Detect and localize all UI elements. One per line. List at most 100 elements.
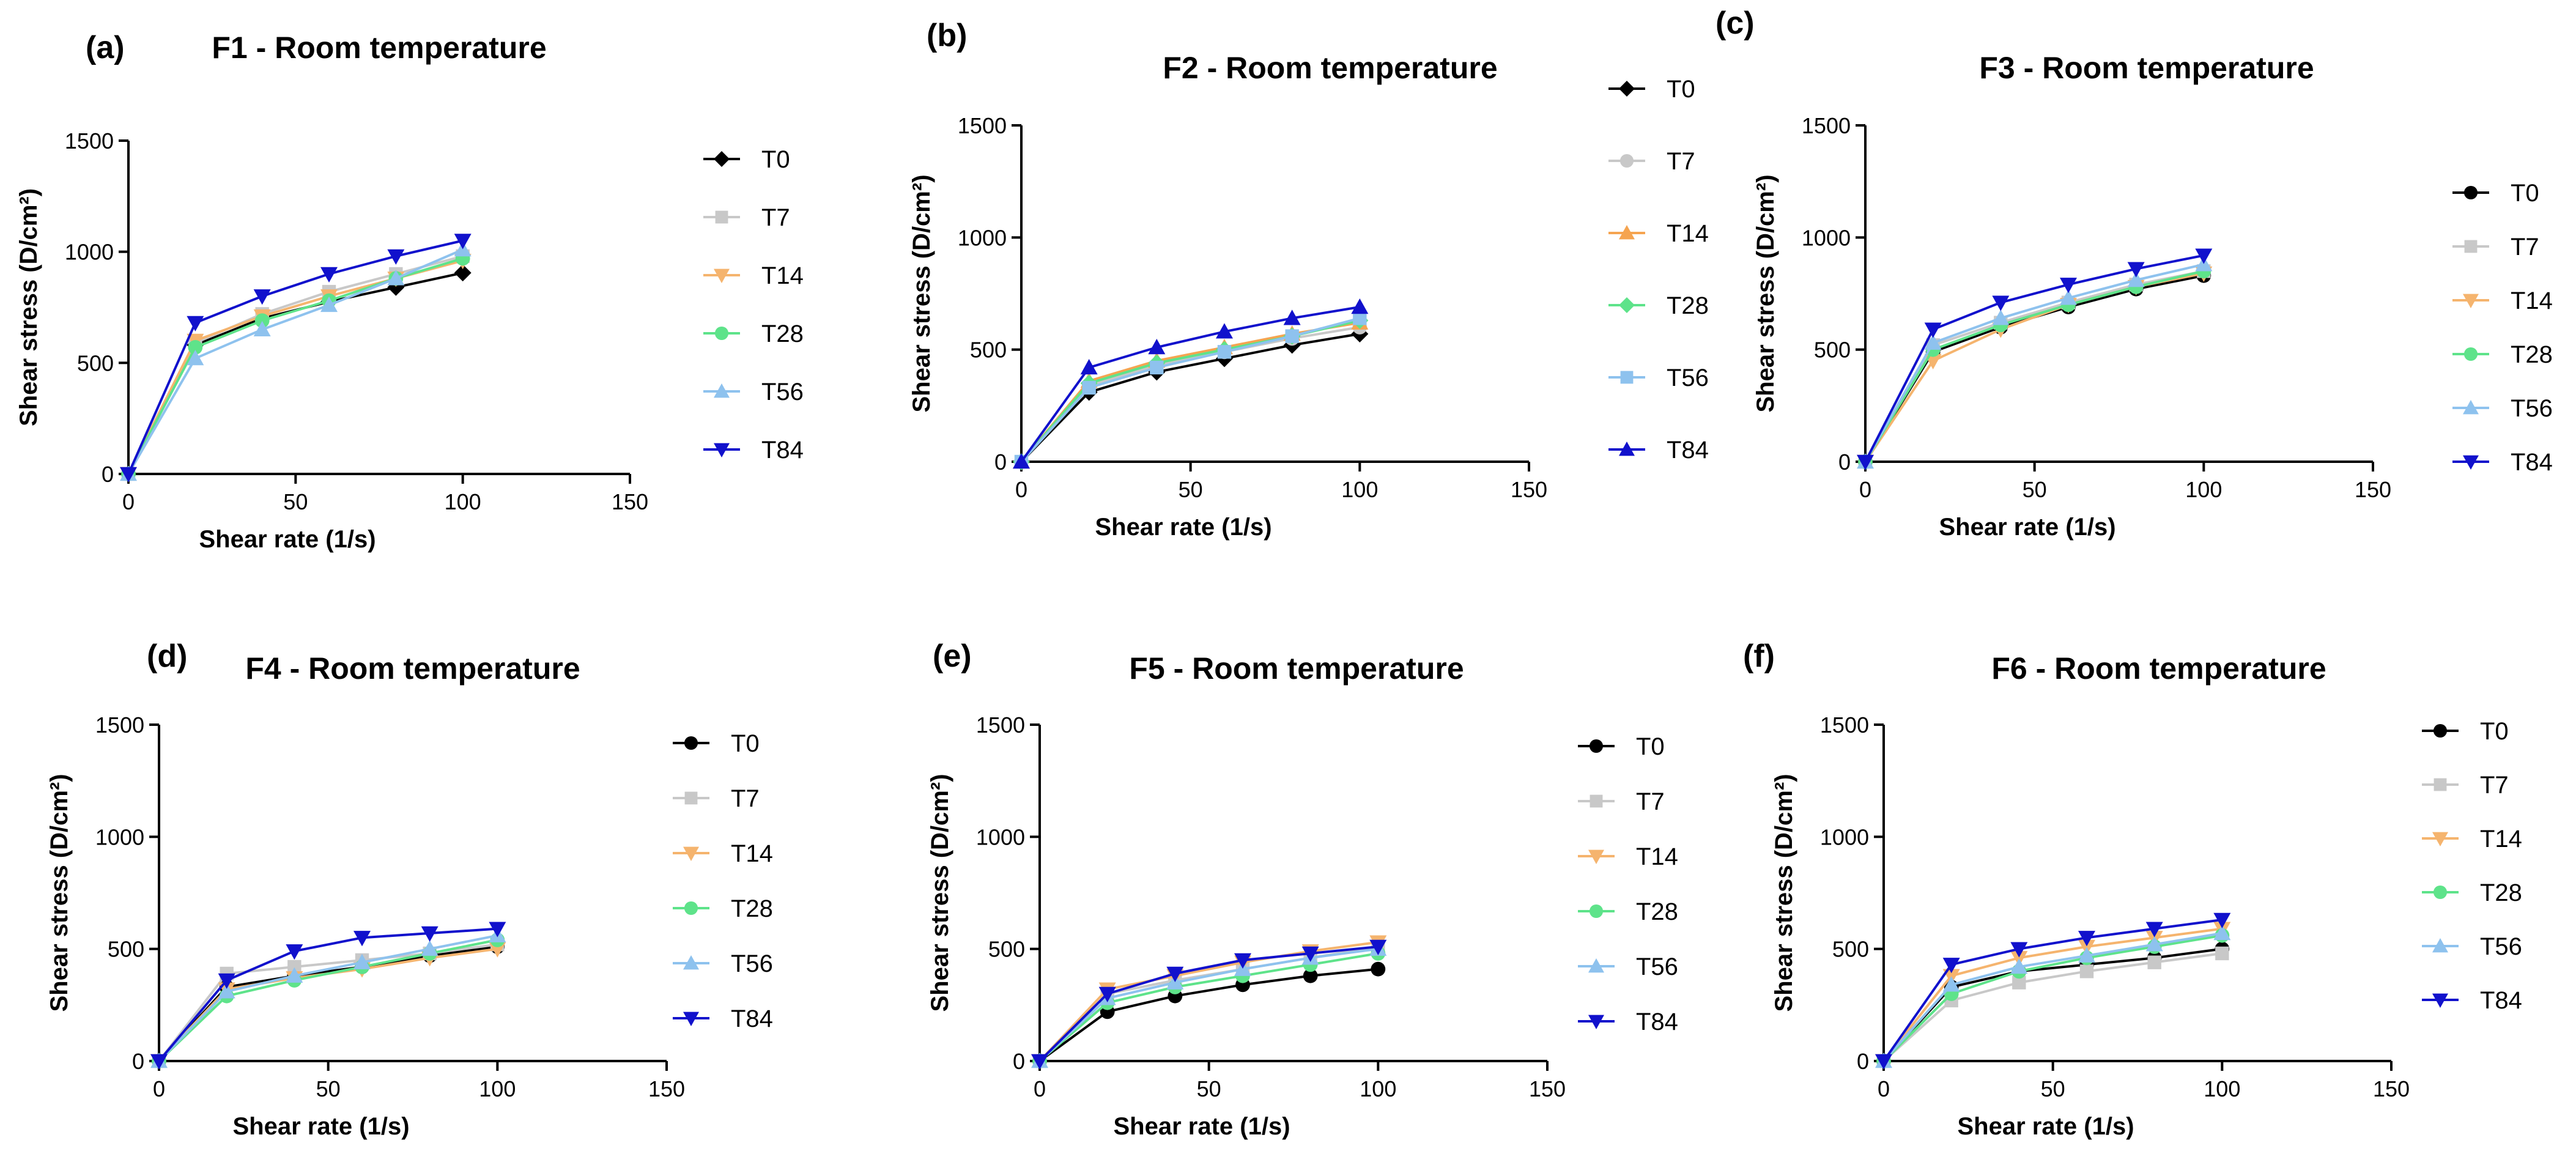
- legend-marker: [2463, 347, 2478, 361]
- data-point-t84: [1031, 1054, 1048, 1070]
- legend-marker: [714, 268, 730, 283]
- data-point-t56: [1217, 345, 1232, 359]
- data-point-t84: [1301, 946, 1319, 962]
- y-tick-label: 0: [102, 462, 114, 487]
- series-line-t28: [1882, 934, 2223, 1062]
- legend-label: T14: [731, 840, 773, 867]
- legend-label: T0: [2480, 718, 2509, 745]
- data-point-t84: [150, 1054, 168, 1070]
- y-tick-label: 1000: [1802, 225, 1851, 250]
- series-line-t56: [1038, 947, 1379, 1062]
- legend-marker: [1588, 958, 1604, 973]
- data-point-t56: [421, 940, 439, 956]
- legend-entry: T7: [1578, 788, 1665, 815]
- y-tick-label: 1000: [958, 225, 1007, 250]
- y-tick-label: 1500: [65, 128, 114, 153]
- legend-label: T0: [1667, 76, 1695, 103]
- legend-entry: T14: [2422, 826, 2522, 852]
- legend-entry: T56: [673, 950, 773, 977]
- x-tick-label: 50: [2041, 1076, 2065, 1101]
- legend-label: T7: [1667, 148, 1695, 175]
- x-axis-title: Shear rate (1/s): [1957, 1113, 2134, 1140]
- data-point-t84: [353, 931, 371, 947]
- data-point-t84: [387, 249, 405, 265]
- legend-entry: T14: [1578, 843, 1678, 870]
- legend-marker: [684, 791, 698, 805]
- legend-entry: T56: [1578, 953, 1678, 980]
- legend-entry: T0: [2422, 718, 2509, 745]
- legend-label: T14: [761, 262, 804, 289]
- legend-marker: [683, 1012, 699, 1026]
- y-axis-title: Shear stress (D/cm²): [908, 174, 935, 412]
- data-point-t84: [320, 267, 338, 283]
- legend-label: T14: [1667, 220, 1709, 247]
- data-point-t84: [1369, 939, 1387, 955]
- legend-entry: T56: [703, 379, 804, 405]
- data-point-t56: [387, 270, 405, 286]
- x-tick-label: 150: [2355, 477, 2391, 502]
- y-tick-label: 0: [1838, 449, 1851, 475]
- legend-label: T0: [1636, 733, 1665, 760]
- y-tick-label: 0: [994, 449, 1007, 475]
- series-line-t0: [1020, 333, 1360, 463]
- x-tick-label: 150: [648, 1076, 685, 1101]
- x-tick-label: 50: [2023, 477, 2047, 502]
- series-line-t84: [158, 927, 498, 1062]
- legend-label: T56: [1636, 953, 1678, 980]
- series-line-t14: [1864, 272, 2204, 463]
- legend-entry: T14: [2452, 287, 2553, 314]
- legend-label: T28: [761, 320, 804, 347]
- data-point-t84: [2195, 248, 2213, 264]
- y-tick-label: 0: [132, 1049, 144, 1074]
- data-point-t84: [1857, 454, 1874, 470]
- series-line-t56: [127, 248, 464, 475]
- legend-label: T84: [731, 1005, 773, 1032]
- data-point-t0: [1371, 961, 1386, 977]
- data-point-t56: [1285, 329, 1299, 343]
- legend-entry: T14: [703, 262, 804, 289]
- legend-marker: [2432, 993, 2448, 1008]
- legend-entry: T84: [2452, 449, 2553, 476]
- legend-marker: [2432, 938, 2448, 953]
- legend-marker: [2433, 723, 2448, 738]
- legend-entry: T7: [2452, 234, 2539, 261]
- data-point-t0: [454, 264, 472, 282]
- y-tick-label: 1500: [1820, 712, 1869, 738]
- legend-label: T7: [1636, 788, 1665, 815]
- data-point-t84: [2127, 262, 2145, 278]
- series-line-t28: [158, 939, 498, 1062]
- legend-entry: T28: [673, 895, 773, 922]
- x-tick-label: 50: [316, 1076, 341, 1101]
- data-point-t84: [1080, 359, 1098, 375]
- data-point-t84: [1283, 309, 1301, 325]
- series-line-t84: [1882, 919, 2223, 1062]
- data-point-t7: [2215, 946, 2229, 961]
- legend-marker: [684, 736, 698, 750]
- legend-entry: T84: [1608, 437, 1709, 464]
- data-point-t7: [2079, 964, 2094, 978]
- data-point-t84: [1875, 1054, 1892, 1070]
- legend-marker: [1619, 297, 1635, 313]
- legend-label: T28: [731, 895, 773, 922]
- legend-label: T0: [761, 146, 790, 173]
- data-point-t84: [1013, 453, 1030, 469]
- x-tick-label: 0: [1859, 477, 1871, 502]
- x-tick-label: 100: [1341, 477, 1378, 502]
- legend-entry: T84: [703, 437, 804, 464]
- data-point-t56: [253, 320, 271, 337]
- legend-label: T7: [2511, 234, 2539, 261]
- series-line-t84: [1038, 945, 1379, 1062]
- series-line-t84: [127, 239, 464, 475]
- legend-label: T7: [2480, 772, 2509, 799]
- series-line-t56: [1864, 263, 2204, 462]
- data-point-t84: [253, 289, 271, 305]
- data-point-t84: [1216, 323, 1233, 339]
- legend-marker: [715, 210, 728, 224]
- legend-marker: [1620, 371, 1634, 384]
- x-tick-label: 50: [1179, 477, 1203, 502]
- data-point-t56: [353, 953, 371, 969]
- data-point-t84: [2145, 922, 2163, 938]
- y-axis-title: Shear stress (D/cm²): [1771, 774, 1797, 1012]
